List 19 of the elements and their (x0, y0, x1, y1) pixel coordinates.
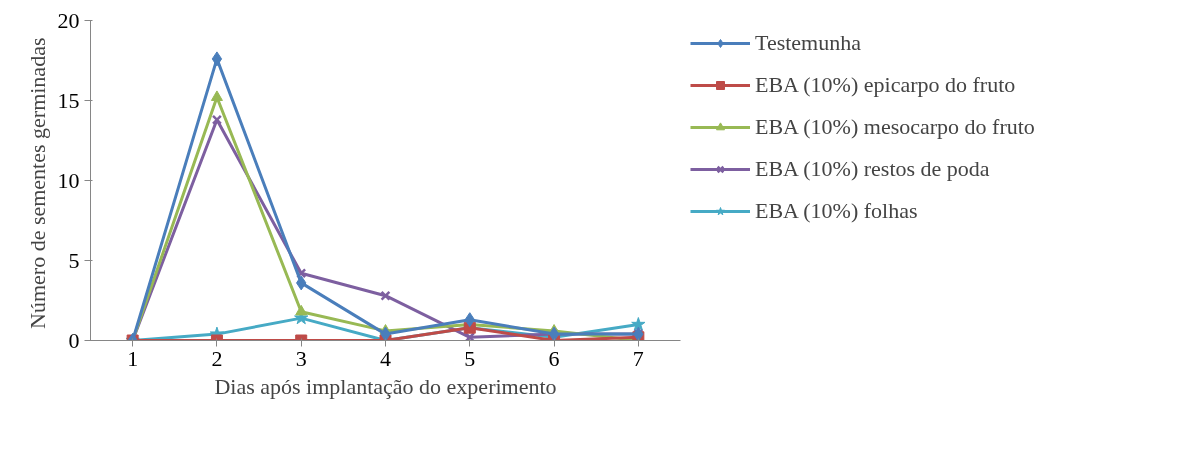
y-tick-label: 15 (57, 87, 80, 113)
legend-label: EBA (10%) restos de poda (755, 156, 990, 182)
y-tick-label: 20 (57, 7, 80, 33)
y-tick-label: 5 (68, 247, 80, 273)
x-tick-label: 3 (295, 345, 307, 371)
y-tick-label: 10 (57, 167, 80, 193)
x-tick-label: 5 (464, 345, 476, 371)
x-tick-label: 7 (632, 345, 644, 371)
y-tick-label: 0 (68, 327, 80, 353)
x-axis-title: Dias após implantação do experimento (214, 373, 557, 399)
legend-label: EBA (10%) folhas (755, 198, 918, 224)
x-tick-label: 1 (127, 345, 139, 371)
x-tick-label: 4 (380, 345, 391, 371)
legend-label: EBA (10%) epicarpo do fruto (755, 72, 1016, 98)
x-tick-label: 6 (548, 345, 560, 371)
x-tick-label: 2 (211, 345, 223, 371)
y-axis-title: Número de sementes germinadas (24, 37, 50, 329)
legend-label: Testemunha (755, 30, 861, 56)
legend-label: EBA (10%) mesocarpo do fruto (755, 114, 1035, 140)
